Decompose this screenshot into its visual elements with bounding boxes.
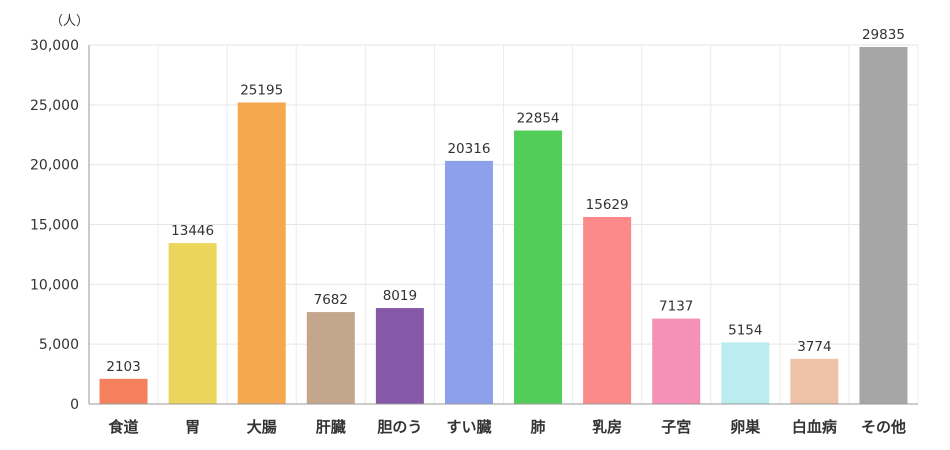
data-label: 22854 bbox=[517, 111, 560, 127]
x-tick-label: 肺 bbox=[531, 418, 546, 436]
y-tick-label: 10,000 bbox=[30, 277, 79, 293]
y-tick-label: 0 bbox=[70, 397, 79, 413]
data-label: 3774 bbox=[797, 339, 831, 355]
y-tick-label: 5,000 bbox=[39, 337, 79, 353]
data-label: 13446 bbox=[171, 223, 214, 239]
x-tick-label: すい臓 bbox=[446, 418, 491, 436]
y-tick-label: 15,000 bbox=[30, 218, 79, 234]
y-tick-label: 30,000 bbox=[30, 38, 79, 54]
x-tick-label: その他 bbox=[861, 418, 906, 436]
bar-卵巣 bbox=[721, 342, 770, 404]
bar-すい臓 bbox=[444, 160, 493, 404]
x-tick-label: 肝臓 bbox=[316, 418, 346, 436]
x-tick-label: 卵巣 bbox=[730, 418, 761, 436]
bar-白血病 bbox=[790, 358, 839, 404]
bar-大腸 bbox=[237, 102, 286, 405]
bar-子宮 bbox=[652, 318, 701, 404]
x-tick-label: 子宮 bbox=[661, 418, 691, 436]
data-label: 29835 bbox=[862, 27, 905, 43]
data-label: 7137 bbox=[659, 299, 693, 315]
bar-胃 bbox=[168, 243, 217, 404]
bar-胆のう bbox=[375, 308, 424, 404]
x-tick-label: 食道 bbox=[109, 418, 139, 436]
bar-layer: 2103 13446 25195 7682 8019 20316 22854 15629 713… bbox=[99, 27, 908, 405]
y-tick-label: 20,000 bbox=[30, 158, 79, 174]
bar-食道 bbox=[99, 378, 148, 404]
x-tick-label: 胃 bbox=[185, 418, 200, 436]
bar-その他 bbox=[859, 46, 908, 405]
x-tick-label: 白血病 bbox=[792, 418, 837, 436]
data-label: 2103 bbox=[106, 359, 140, 375]
data-label: 8019 bbox=[383, 288, 417, 304]
axis-layer: 0 5,000 10,000 15,000 20,000 25,000 30,000 食道 胃 大… bbox=[30, 38, 918, 436]
grid-layer bbox=[89, 44, 919, 404]
x-tick-label: 大腸 bbox=[247, 418, 277, 436]
data-label: 15629 bbox=[586, 197, 629, 213]
bar-肝臓 bbox=[306, 312, 355, 404]
bar-乳房 bbox=[583, 216, 632, 404]
data-label: 20316 bbox=[447, 141, 490, 157]
y-tick-label: 25,000 bbox=[30, 98, 79, 114]
x-tick-label: 胆のう bbox=[377, 418, 422, 436]
data-label: 25195 bbox=[240, 82, 283, 98]
data-label: 7682 bbox=[314, 292, 348, 308]
x-tick-label: 乳房 bbox=[592, 418, 622, 436]
bar-肺 bbox=[514, 130, 563, 404]
data-label: 5154 bbox=[728, 322, 762, 338]
y-unit-label: （人） bbox=[50, 14, 89, 29]
